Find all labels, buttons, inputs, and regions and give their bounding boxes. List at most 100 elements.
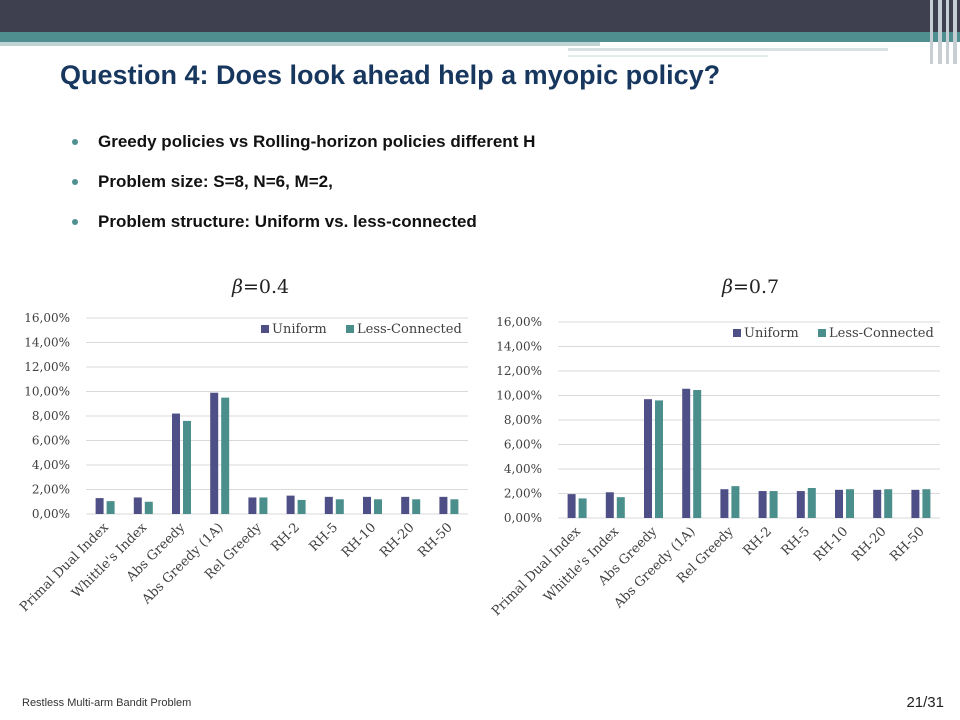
y-tick-label: 8,00%	[504, 413, 542, 427]
x-tick-label: RH-10	[811, 524, 851, 564]
bar-uniform	[363, 496, 371, 514]
y-tick-label: 4,00%	[504, 462, 542, 476]
y-tick-label: 14,00%	[24, 336, 70, 350]
bar-uniform	[210, 392, 219, 514]
chart-1-heading: β=0.4	[232, 276, 289, 298]
bar-less-connected	[693, 389, 702, 518]
y-tick-label: 10,00%	[496, 389, 542, 403]
bar-uniform	[567, 494, 576, 518]
legend-label: Less-Connected	[357, 322, 462, 337]
bar-less-connected	[259, 497, 268, 514]
x-tick-label: RH-20	[377, 520, 417, 560]
bar-less-connected	[731, 486, 740, 518]
beta-value: =0.7	[732, 276, 780, 298]
y-tick-label: 16,00%	[24, 311, 70, 325]
bar-less-connected	[297, 499, 306, 514]
y-tick-label: 2,00%	[504, 487, 542, 501]
legend-swatch	[733, 329, 741, 337]
bar-uniform	[758, 491, 767, 518]
bullet-list: Greedy policies vs Rolling-horizon polic…	[72, 128, 535, 248]
legend-swatch	[346, 325, 354, 333]
header-accent-line-2	[568, 55, 768, 57]
bar-less-connected	[769, 491, 778, 518]
y-tick-label: 10,00%	[24, 385, 70, 399]
bar-uniform	[911, 489, 920, 518]
bar-uniform	[439, 496, 448, 514]
legend-label: Uniform	[272, 322, 327, 337]
bar-less-connected	[655, 400, 663, 518]
bar-uniform	[401, 496, 410, 514]
bar-less-connected	[374, 499, 382, 514]
bar-less-connected	[578, 498, 587, 518]
legend-swatch	[261, 325, 269, 333]
bar-uniform	[133, 497, 142, 514]
y-tick-label: 4,00%	[32, 458, 70, 472]
x-tick-label: RH-5	[779, 524, 814, 559]
x-tick-label: RH-50	[887, 524, 927, 564]
bullet-dot-icon	[72, 179, 78, 185]
footer-title: Restless Multi-arm Bandit Problem	[22, 697, 192, 709]
page-number: 21/31	[906, 694, 944, 711]
bar-less-connected	[807, 487, 816, 518]
bar-uniform	[644, 399, 652, 518]
y-tick-label: 12,00%	[24, 360, 70, 374]
y-tick-label: 6,00%	[32, 434, 70, 448]
bar-less-connected	[221, 397, 230, 514]
header-band-teal	[0, 32, 960, 42]
bar-uniform	[873, 489, 882, 518]
x-tick-label: RH-20	[849, 524, 889, 564]
bar-uniform	[324, 496, 333, 514]
x-tick-label: RH-50	[415, 520, 455, 560]
y-tick-label: 2,00%	[32, 483, 70, 497]
legend-swatch	[818, 329, 826, 337]
chart-2-heading: β=0.7	[722, 276, 779, 298]
bar-uniform	[95, 498, 104, 514]
bar-uniform	[248, 497, 257, 514]
bar-uniform	[605, 492, 614, 518]
header-vertical-stripe	[938, 0, 942, 64]
header-vertical-stripe	[946, 0, 949, 64]
x-tick-label: RH-2	[740, 524, 775, 559]
header-vertical-stripe	[953, 0, 957, 64]
legend-label: Less-Connected	[829, 326, 934, 341]
bullet-item: Greedy policies vs Rolling-horizon polic…	[72, 128, 535, 168]
y-tick-label: 14,00%	[496, 340, 542, 354]
bar-less-connected	[144, 501, 153, 514]
x-tick-label: RH-10	[339, 520, 379, 560]
bar-less-connected	[450, 499, 459, 514]
beta-value: =0.4	[242, 276, 290, 298]
legend-label: Uniform	[744, 326, 799, 341]
beta-symbol: β	[232, 276, 243, 298]
bar-less-connected	[922, 489, 931, 518]
bullet-item: Problem structure: Uniform vs. less-conn…	[72, 208, 535, 248]
bullet-dot-icon	[72, 219, 78, 225]
y-tick-label: 12,00%	[496, 364, 542, 378]
bullet-text: Greedy policies vs Rolling-horizon polic…	[98, 132, 536, 151]
header-vertical-stripe	[930, 0, 933, 64]
bullet-text: Problem size: S=8, N=6, M=2,	[98, 172, 333, 191]
bar-less-connected	[183, 420, 191, 514]
slide-title: Question 4: Does look ahead help a myopi…	[60, 60, 721, 90]
header-band-light	[0, 42, 600, 46]
y-tick-label: 0,00%	[32, 507, 70, 521]
y-tick-label: 6,00%	[504, 438, 542, 452]
bar-less-connected	[106, 501, 115, 514]
bar-uniform	[172, 413, 180, 514]
bullet-dot-icon	[72, 139, 78, 145]
x-tick-label: RH-5	[307, 520, 342, 555]
y-tick-label: 8,00%	[32, 409, 70, 423]
bar-uniform	[286, 495, 295, 514]
bar-uniform	[796, 491, 805, 518]
bullet-text: Problem structure: Uniform vs. less-conn…	[98, 212, 477, 231]
y-tick-label: 0,00%	[504, 511, 542, 525]
bar-less-connected	[884, 489, 893, 518]
x-tick-label: RH-2	[268, 520, 303, 555]
header-band-dark	[0, 0, 960, 32]
bar-uniform	[720, 489, 729, 518]
bar-uniform	[835, 489, 843, 518]
bar-uniform	[682, 388, 691, 518]
y-tick-label: 16,00%	[496, 315, 542, 329]
bar-less-connected	[412, 499, 421, 514]
bullet-item: Problem size: S=8, N=6, M=2,	[72, 168, 535, 208]
